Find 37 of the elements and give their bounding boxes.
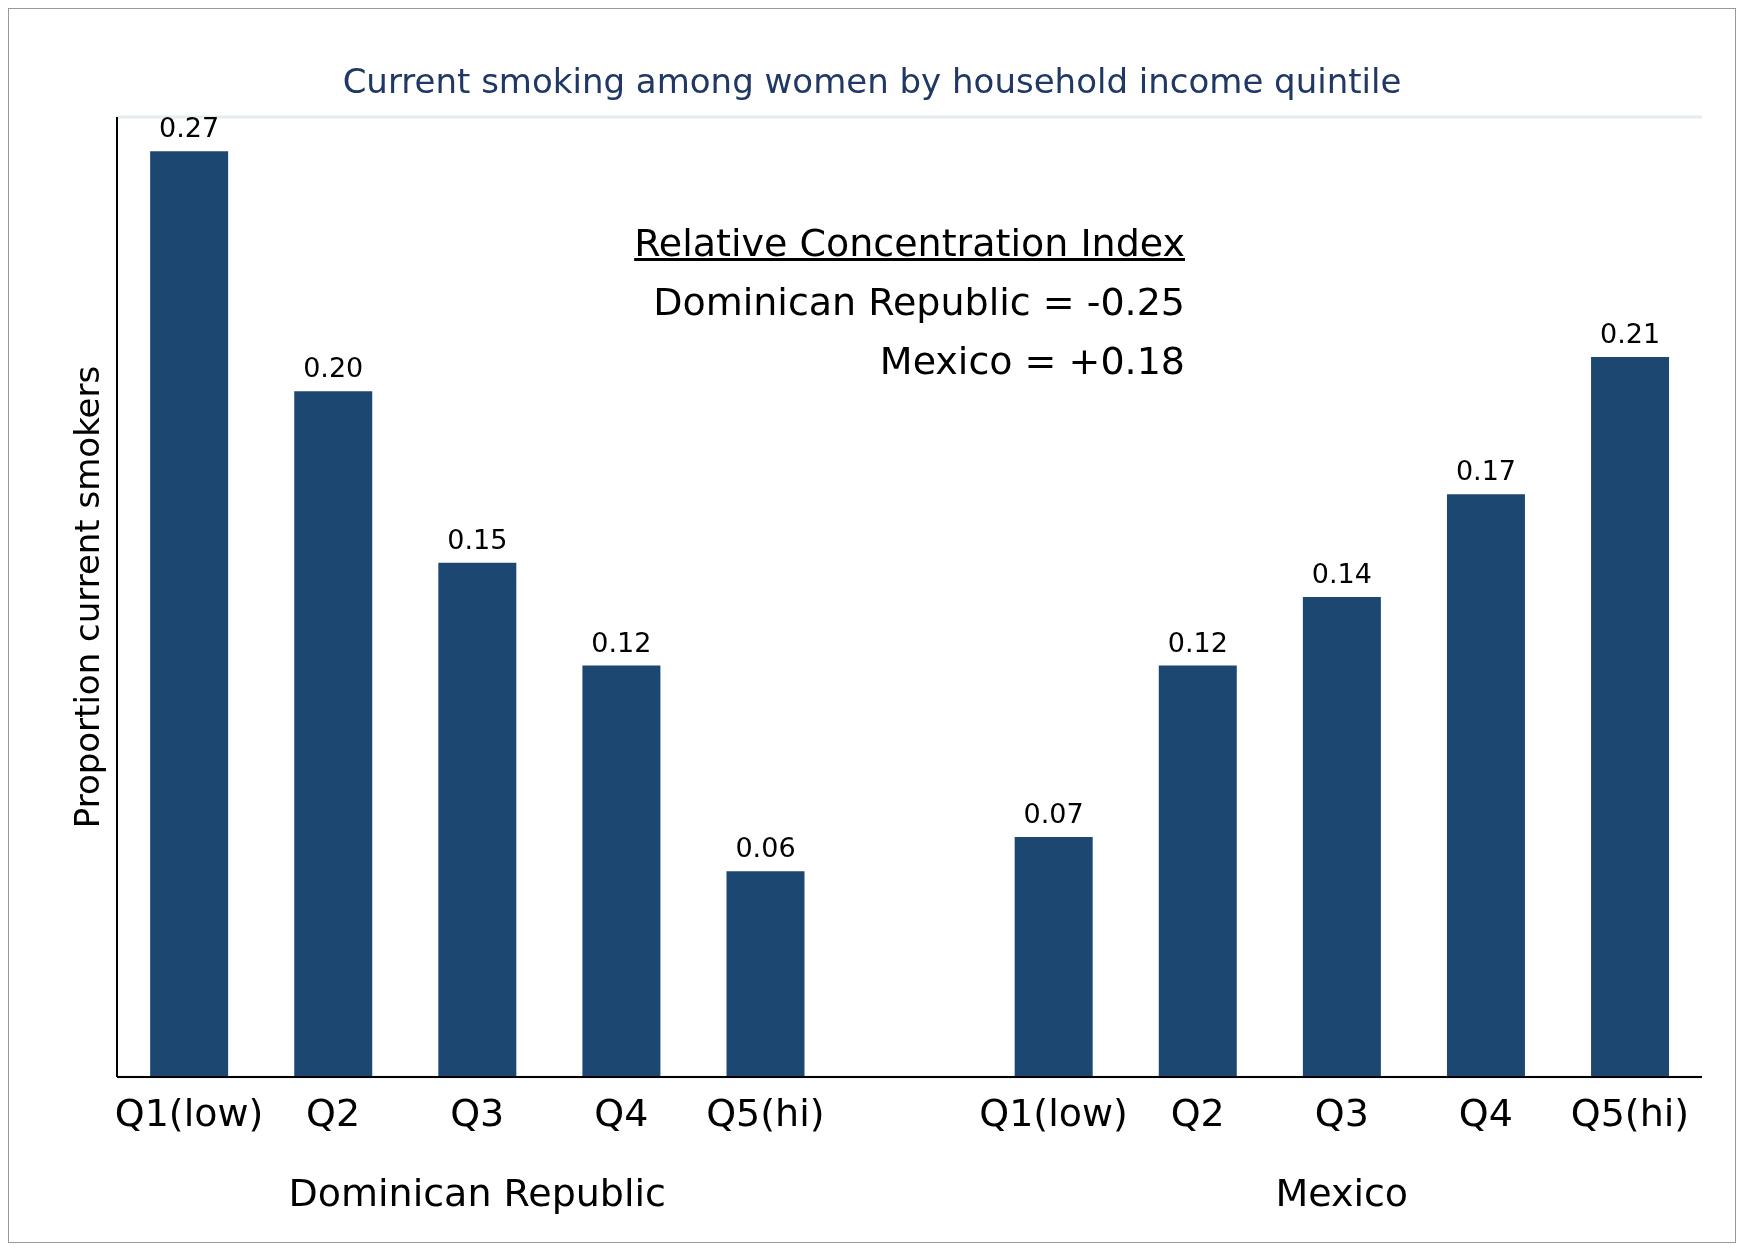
data-label: 0.21 xyxy=(1599,318,1661,349)
text: Dominican Republic xyxy=(288,1171,666,1215)
data-label: 0.27 xyxy=(159,112,220,144)
x-tick-label: Q1(low) xyxy=(114,1090,264,1135)
data-label: 0.15 xyxy=(447,523,508,555)
data-label: 0.06 xyxy=(735,832,796,864)
x-tick-label: Q5(hi) xyxy=(1570,1090,1690,1135)
bar xyxy=(1446,494,1525,1077)
annotation: Relative Concentration Index xyxy=(634,220,1185,267)
bar xyxy=(1591,357,1670,1077)
x-tick-label: Q2 xyxy=(306,1090,361,1135)
y-axis-title: Proportion current smokers xyxy=(67,365,107,829)
text: Mexico xyxy=(1275,1171,1409,1215)
chart-title: Current smoking among women by household income quintile xyxy=(341,61,1403,101)
data-label: 0.20 xyxy=(303,352,364,384)
bar xyxy=(294,391,373,1077)
annotation: Dominican Republic = -0.25 xyxy=(653,279,1185,326)
data-label: 0.14 xyxy=(1311,558,1372,589)
bar xyxy=(726,871,805,1077)
bar xyxy=(438,562,517,1077)
data-label: 0.12 xyxy=(591,626,652,658)
x-tick-label: Q3 xyxy=(450,1090,505,1135)
x-tick-label: Q2 xyxy=(1170,1090,1225,1135)
x-tick-label: Q5(hi) xyxy=(706,1090,825,1135)
bar xyxy=(1158,665,1237,1077)
x-tick-label: Q4 xyxy=(1458,1090,1513,1135)
data-label: 0.17 xyxy=(1455,455,1517,487)
x-tick-label: Q3 xyxy=(1314,1090,1369,1135)
data-label: 0.12 xyxy=(1167,626,1228,658)
x-tick-label: Q4 xyxy=(594,1090,649,1135)
data-label: 0.07 xyxy=(1023,798,1084,829)
annotation: Mexico = +0.18 xyxy=(879,338,1185,385)
x-tick-label: Q1(low) xyxy=(979,1090,1128,1135)
bar xyxy=(1302,597,1381,1077)
bar xyxy=(150,151,229,1077)
bar xyxy=(1014,837,1093,1077)
bar xyxy=(582,665,661,1077)
